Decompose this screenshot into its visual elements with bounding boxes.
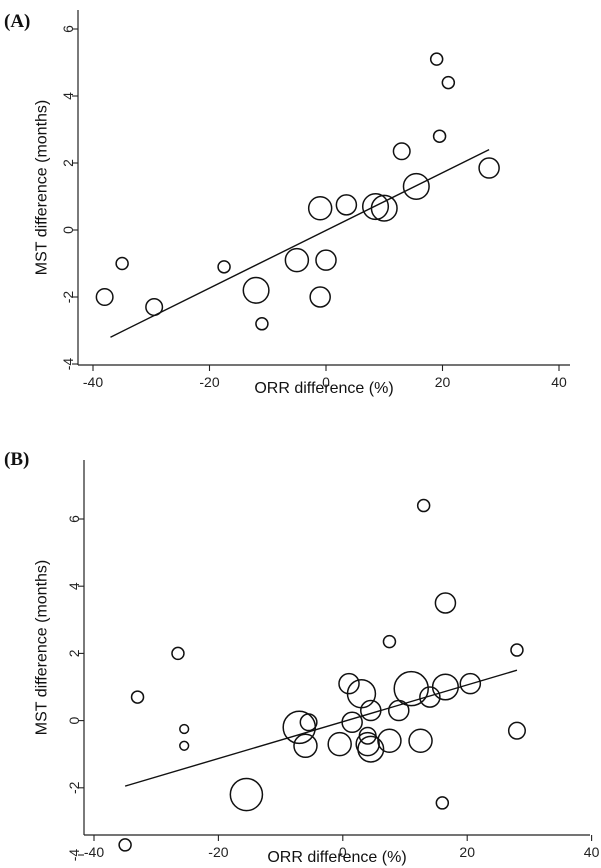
y-tick-label: -2	[66, 781, 82, 794]
data-point	[358, 726, 377, 745]
y-tick-label: 4	[66, 582, 82, 590]
y-tick-label: 6	[60, 25, 76, 33]
panel-b-axes	[83, 460, 590, 836]
data-point	[115, 256, 129, 271]
panel-b-label: (B)	[4, 449, 29, 470]
data-point	[309, 286, 331, 308]
y-tick-label: -2	[60, 291, 76, 304]
data-point	[95, 287, 114, 307]
x-tick-label: 40	[551, 374, 567, 390]
data-point	[171, 646, 185, 661]
panel-a-axes	[77, 10, 570, 366]
data-point	[510, 643, 524, 657]
x-tick-label: 20	[435, 374, 451, 390]
data-point	[179, 740, 190, 751]
y-tick-label: 4	[60, 92, 76, 100]
data-point	[284, 247, 310, 273]
panel-a-fit-line	[110, 148, 490, 338]
data-point	[293, 733, 318, 759]
x-tick-label: -40	[83, 374, 103, 390]
data-point	[255, 317, 269, 331]
data-point	[307, 195, 333, 221]
data-point	[229, 777, 264, 812]
panel-b-y-axis-title: MST difference (months)	[34, 560, 51, 735]
panel-b-fit-line	[124, 669, 518, 787]
data-point	[441, 75, 456, 90]
data-point	[459, 672, 482, 695]
data-point	[435, 796, 450, 810]
y-tick-label: 6	[66, 515, 82, 523]
panel-a-x-axis-title: ORR difference (%)	[254, 380, 393, 397]
y-tick-label: -4	[60, 358, 76, 371]
data-point	[507, 721, 526, 740]
data-point	[432, 129, 447, 143]
data-point	[382, 634, 397, 649]
data-point	[402, 172, 430, 200]
data-point	[361, 193, 390, 221]
x-tick-label: 0	[322, 374, 330, 390]
data-point	[416, 498, 431, 513]
data-point	[338, 672, 360, 695]
data-point	[429, 52, 444, 66]
x-tick-label: -40	[84, 844, 104, 860]
data-point	[179, 723, 190, 735]
x-tick-label: 0	[339, 844, 347, 860]
data-point	[242, 276, 270, 304]
x-tick-label: 20	[459, 844, 475, 860]
data-point	[357, 735, 385, 763]
data-point	[431, 673, 459, 701]
data-point	[217, 260, 231, 274]
data-point	[315, 249, 337, 271]
data-point	[419, 686, 441, 708]
y-tick-label: -4	[66, 849, 82, 862]
panel-b-points	[118, 498, 526, 852]
data-point	[370, 194, 398, 222]
data-point	[392, 142, 411, 161]
data-point	[130, 690, 145, 704]
data-point	[327, 731, 352, 757]
panel-a-points	[95, 52, 500, 331]
y-tick-label: 2	[66, 649, 82, 657]
y-tick-label: 0	[66, 716, 82, 724]
data-point	[393, 670, 429, 707]
y-tick-label: 0	[60, 226, 76, 234]
panel-a-y-axis-title: MST difference (months)	[34, 100, 51, 275]
data-point	[341, 711, 363, 734]
data-point	[299, 713, 318, 732]
data-point	[335, 194, 358, 216]
x-tick-label: 40	[584, 844, 600, 860]
x-tick-label: -20	[208, 844, 228, 860]
panel-a-label: (A)	[4, 11, 30, 32]
data-point	[377, 728, 402, 754]
data-point	[478, 157, 500, 179]
y-tick-label: 2	[60, 159, 76, 167]
x-tick-label: -20	[199, 374, 219, 390]
data-point	[118, 838, 132, 852]
data-point	[408, 728, 433, 754]
data-point	[434, 592, 457, 614]
panel-b-x-axis-title: ORR difference (%)	[267, 849, 406, 866]
